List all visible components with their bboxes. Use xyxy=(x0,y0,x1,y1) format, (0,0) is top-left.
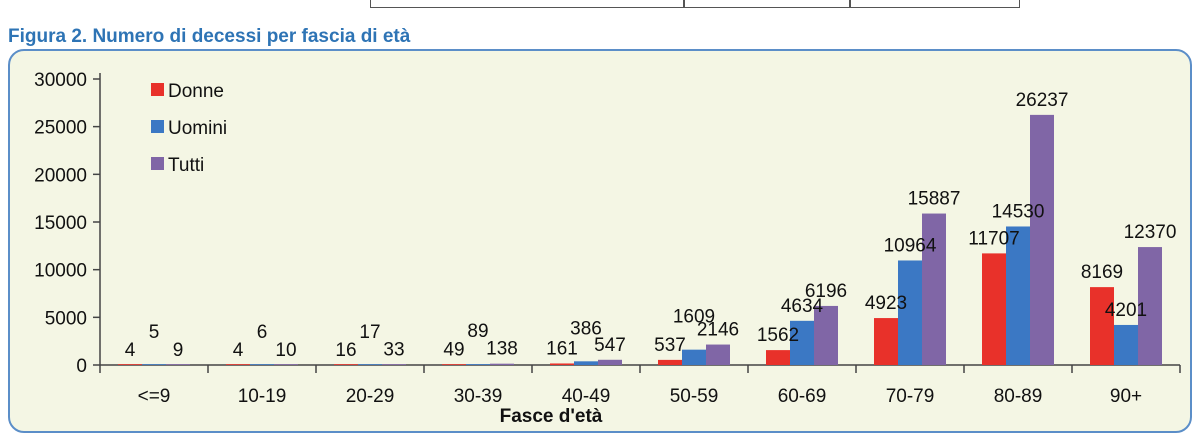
data-label: 89 xyxy=(467,321,488,342)
y-tick-label: 10000 xyxy=(34,261,87,282)
bar-uomini xyxy=(682,349,706,365)
x-tick-label: <=9 xyxy=(138,386,171,407)
data-label: 11707 xyxy=(968,228,1019,249)
table-divider xyxy=(683,0,685,8)
data-label: 14530 xyxy=(992,201,1045,222)
y-tick-label: 0 xyxy=(76,356,87,377)
data-label: 138 xyxy=(486,339,518,360)
bar-tutti xyxy=(598,359,622,365)
bar-donne xyxy=(118,364,142,365)
data-label: 33 xyxy=(383,340,404,361)
legend-swatch xyxy=(151,120,164,133)
x-axis-title: Fasce d'età xyxy=(500,406,603,427)
x-tick-label: 50-59 xyxy=(670,386,719,407)
data-label: 4 xyxy=(233,340,244,361)
bar-tutti xyxy=(490,363,514,365)
figure-title: Figura 2. Numero di decessi per fascia d… xyxy=(8,26,411,47)
chart-legend: Donne Uomini Tutti xyxy=(151,81,227,176)
data-label: 10 xyxy=(275,340,296,361)
bar-donne xyxy=(550,363,574,365)
bar-uomini xyxy=(250,364,274,365)
data-label: 16 xyxy=(335,340,356,361)
bar-tutti xyxy=(166,364,190,365)
data-label: 547 xyxy=(594,335,626,356)
data-label: 4634 xyxy=(781,296,824,317)
bar-donne xyxy=(658,359,682,365)
bar-donne xyxy=(334,364,358,365)
data-label: 15887 xyxy=(908,189,961,210)
bar-tutti xyxy=(922,213,946,365)
legend-label: Tutti xyxy=(168,155,204,176)
x-tick-label: 10-19 xyxy=(238,386,287,407)
bar-uomini xyxy=(1114,324,1138,365)
data-label: 49 xyxy=(443,340,464,361)
data-label: 1562 xyxy=(757,325,799,346)
data-label: 9 xyxy=(173,340,184,361)
bar-chart: 0 5000 10000 15000 20000 25000 30000 <=9 10-19 20… xyxy=(34,70,1181,427)
bar-donne xyxy=(442,364,466,365)
legend-label: Uomini xyxy=(168,118,227,139)
data-label: 17 xyxy=(359,322,380,343)
y-tick-label: 25000 xyxy=(34,118,87,139)
x-tick-label: 60-69 xyxy=(778,386,827,407)
data-label: 6196 xyxy=(805,281,847,302)
bar-tutti xyxy=(382,364,406,365)
y-tick-label: 15000 xyxy=(34,213,87,234)
bar-uomini xyxy=(790,320,814,365)
data-label: 2146 xyxy=(697,320,739,341)
data-label: 26237 xyxy=(1016,90,1069,111)
bar-donne xyxy=(1090,287,1114,365)
x-tick-label: 80-89 xyxy=(994,386,1043,407)
legend-swatch xyxy=(151,157,164,170)
data-label: 8169 xyxy=(1081,262,1123,283)
chart-axes: 0 5000 10000 15000 20000 25000 30000 <=9 10-19 20… xyxy=(34,70,1181,407)
chart-frame: 0 5000 10000 15000 20000 25000 30000 <=9 10-19 20… xyxy=(8,49,1192,433)
data-label: 1609 xyxy=(673,307,715,328)
data-label: 12370 xyxy=(1124,222,1177,243)
x-tick-label: 70-79 xyxy=(886,386,935,407)
bar-donne xyxy=(226,364,250,365)
y-tick-label: 5000 xyxy=(45,308,87,329)
data-label: 6 xyxy=(257,322,268,343)
bar-tutti xyxy=(814,305,838,365)
bar-tutti xyxy=(1030,114,1054,365)
x-tick-label: 90+ xyxy=(1110,386,1142,407)
bar-tutti xyxy=(274,364,298,365)
bar-uomini xyxy=(358,364,382,365)
x-tick-label: 20-29 xyxy=(346,386,395,407)
data-label: 4923 xyxy=(865,293,907,314)
chart-bars xyxy=(118,114,1162,365)
bar-uomini xyxy=(466,364,490,365)
bar-donne xyxy=(874,318,898,365)
bar-uomini xyxy=(574,361,598,365)
y-tick-label: 20000 xyxy=(34,165,87,186)
data-label: 4 xyxy=(125,340,136,361)
data-label: 386 xyxy=(570,318,602,339)
top-table-fragment xyxy=(370,0,1020,8)
x-tick-label: 30-39 xyxy=(454,386,503,407)
bar-donne xyxy=(766,350,790,365)
data-label: 537 xyxy=(654,335,686,356)
bar-tutti xyxy=(1138,247,1162,365)
bar-donne xyxy=(982,253,1006,365)
y-tick-label: 30000 xyxy=(34,70,87,91)
data-label: 161 xyxy=(546,338,578,359)
legend-label: Donne xyxy=(168,81,224,102)
table-divider xyxy=(849,0,851,8)
x-tick-label: 40-49 xyxy=(562,386,611,407)
legend-swatch xyxy=(151,83,164,96)
bar-tutti xyxy=(706,344,730,365)
data-label: 5 xyxy=(149,322,160,343)
bar-uomini xyxy=(1006,226,1030,365)
data-label: 10964 xyxy=(884,235,937,256)
bar-uomini xyxy=(142,364,166,365)
data-label: 4201 xyxy=(1105,300,1147,321)
bar-uomini xyxy=(898,260,922,365)
